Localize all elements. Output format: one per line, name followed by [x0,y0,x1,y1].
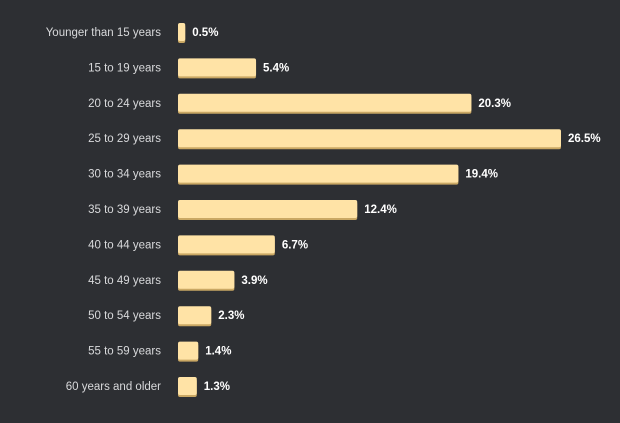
category-label: 45 to 49 years [88,275,161,287]
bar [178,23,186,41]
value-label: 1.3% [204,381,230,393]
bar-group [178,306,212,327]
value-label: 6.7% [282,239,308,251]
bar-group [178,270,235,291]
bar-group [178,58,257,79]
value-label: 5.4% [263,62,289,74]
category-label: 15 to 19 years [88,62,161,74]
bar [178,377,197,395]
category-label: 35 to 39 years [88,204,161,216]
category-label: 40 to 44 years [88,239,161,251]
bar [178,93,472,112]
bar [178,164,459,183]
category-label: 25 to 29 years [88,133,161,145]
bar-group [178,341,199,362]
bar-group [178,164,459,185]
category-label: 60 years and older [66,381,161,393]
bar-group [178,377,197,397]
value-label: 19.4% [465,169,498,181]
value-label: 12.4% [364,204,397,216]
bar [178,270,235,289]
bar-group [178,200,358,220]
value-label: 20.3% [478,98,511,110]
category-label: 55 to 59 years [88,346,161,358]
value-label: 1.4% [205,346,231,358]
bar-group [178,129,561,150]
value-label: 0.5% [192,27,218,39]
bar-group [178,93,472,114]
value-label: 2.3% [218,310,244,322]
category-label: 30 to 34 years [88,169,161,181]
bar [178,235,275,254]
bar [178,341,199,360]
category-label: 50 to 54 years [88,310,161,322]
category-label: Younger than 15 years [46,27,162,39]
category-label: 20 to 24 years [88,98,161,110]
bar [178,306,212,325]
bar [178,58,257,77]
bar [178,200,358,218]
bar-group [178,23,186,43]
value-label: 26.5% [568,133,601,145]
bar [178,129,561,148]
bar-group [178,235,275,256]
value-label: 3.9% [241,275,267,287]
